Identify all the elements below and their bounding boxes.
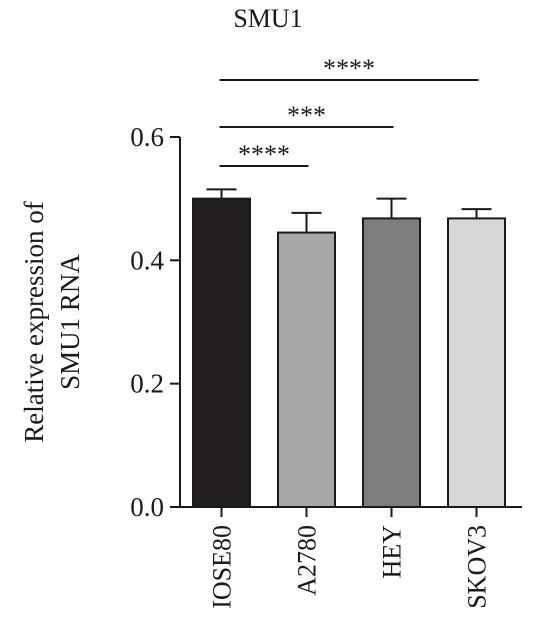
y-axis: 0.0 0.2 0.4 0.6 [130, 122, 181, 522]
y-axis-title-line: Relative expression of [19, 201, 49, 442]
y-tick-label: 0.0 [130, 492, 164, 522]
chart-title: SMU1 [233, 4, 303, 33]
y-tick-label: 0.4 [130, 245, 164, 275]
x-axis: IOSE80 A2780 HEY SKOV3 [180, 506, 522, 609]
error-bars [206, 188, 492, 233]
y-axis-title: Relative expression of SMU1 RNA [19, 201, 85, 442]
bar-hey [362, 217, 421, 508]
significance-label: **** [323, 54, 375, 83]
x-tick-label: IOSE80 [208, 525, 237, 609]
x-tick-label: SKOV3 [463, 525, 492, 609]
bar-a2780 [277, 231, 336, 508]
significance-brackets: *********** [219, 54, 479, 169]
significance-label: *** [287, 101, 326, 130]
significance-label: **** [238, 140, 290, 169]
y-tick-label: 0.6 [130, 122, 164, 152]
bar-iose80 [192, 197, 251, 509]
y-tick-label: 0.2 [130, 369, 164, 399]
x-tick-label: HEY [378, 525, 407, 579]
bar-skov3 [447, 217, 506, 508]
y-axis-title-line: SMU1 RNA [55, 254, 85, 390]
bars [192, 197, 506, 509]
x-tick-label: A2780 [293, 525, 322, 596]
y-axis-label: Relative expression of SMU1 RNA [19, 201, 85, 442]
